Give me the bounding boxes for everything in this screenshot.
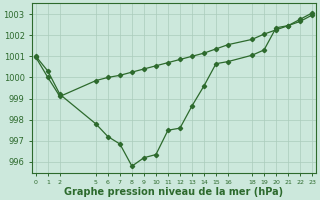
X-axis label: Graphe pression niveau de la mer (hPa): Graphe pression niveau de la mer (hPa) [64, 187, 284, 197]
